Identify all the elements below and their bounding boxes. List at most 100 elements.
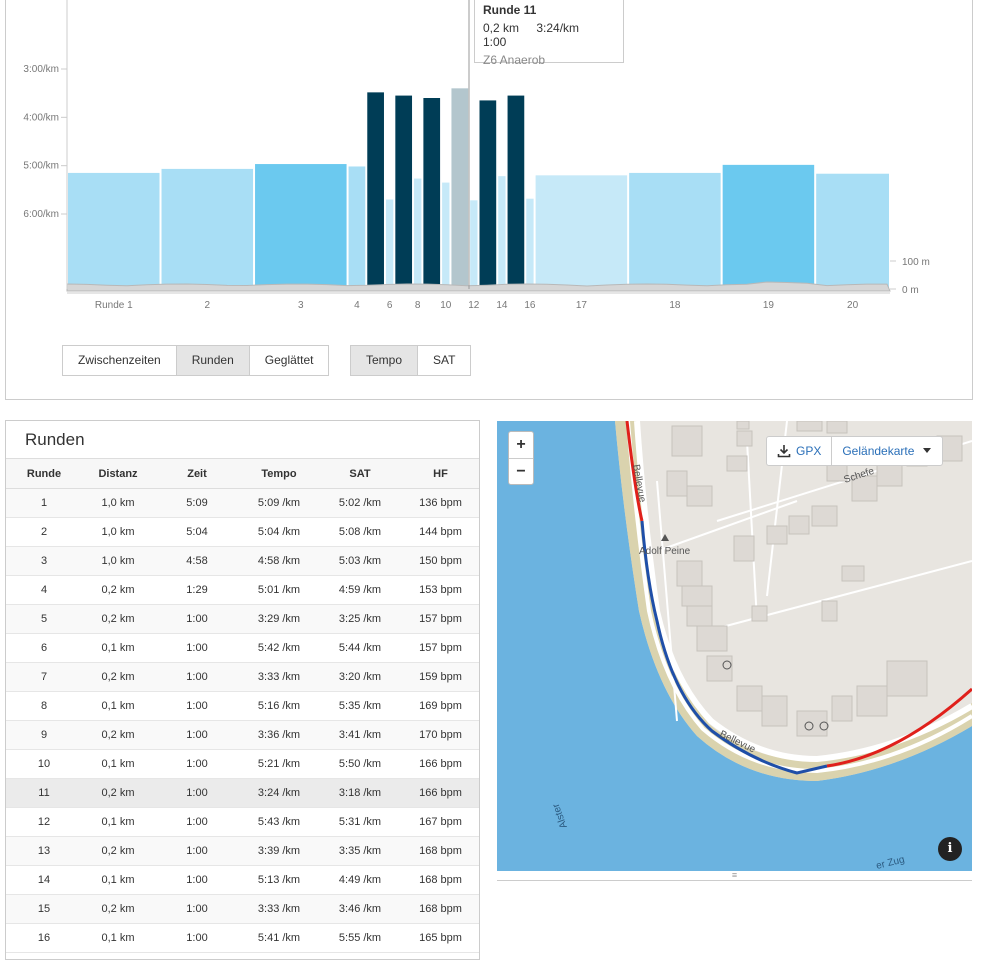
lap-bar[interactable]: [385, 199, 394, 290]
cell-pace: 5:04 /km: [240, 517, 318, 547]
zoom-out-button[interactable]: −: [509, 458, 533, 484]
cell-hr: 168 bpm: [402, 836, 479, 866]
x-tick-label: 8: [415, 300, 421, 311]
gap-button[interactable]: SAT: [417, 345, 472, 376]
cell-hr: 168 bpm: [402, 865, 479, 895]
buildings: [666, 421, 963, 737]
lap-bar[interactable]: [451, 88, 469, 289]
laps-table-row[interactable]: 10 0,1 km 1:00 5:21 /km 5:50 /km 166 bpm: [6, 749, 479, 779]
col-time[interactable]: Zeit: [154, 458, 240, 489]
x-tick-label: 17: [576, 300, 588, 311]
laps-table-row[interactable]: 6 0,1 km 1:00 5:42 /km 5:44 /km 157 bpm: [6, 633, 479, 663]
pace-chart-panel: 3:00/km 4:00/km 5:00/km 6:00/km Runde 1 2 3 4 6 8…: [5, 0, 973, 400]
cell-lap: 10: [6, 749, 82, 779]
laps-table-row[interactable]: 15 0,2 km 1:00 3:33 /km 3:46 /km 168 bpm: [6, 894, 479, 924]
lap-bar[interactable]: [367, 92, 384, 289]
cell-pace: 3:24 /km: [240, 778, 318, 808]
laps-table-row[interactable]: 2 1,0 km 5:04 5:04 /km 5:08 /km 144 bpm: [6, 517, 479, 547]
lap-bar[interactable]: [470, 200, 478, 289]
zoom-in-button[interactable]: +: [516, 436, 526, 453]
map-layer-label: Geländekarte: [842, 444, 915, 458]
lap-bar[interactable]: [395, 95, 413, 289]
cell-pace: 3:39 /km: [240, 836, 318, 866]
cell-pace: 3:29 /km: [240, 604, 318, 634]
lap-bar[interactable]: [442, 182, 450, 289]
x-tick-label: 12: [468, 300, 480, 311]
cell-distance: 0,2 km: [82, 662, 154, 692]
lap-bar[interactable]: [498, 176, 506, 289]
cell-lap: 12: [6, 807, 82, 837]
cell-time: 1:00: [154, 807, 240, 837]
lap-bar[interactable]: [526, 198, 534, 289]
cell-lap: 4: [6, 575, 82, 605]
map-layer-dropdown[interactable]: Geländekarte: [832, 437, 942, 465]
cell-time: 5:09: [154, 488, 240, 518]
view-toggle-group: Zwischenzeiten Runden Geglättet: [62, 345, 330, 376]
cell-hr: 169 bpm: [402, 691, 479, 721]
map-resize-handle[interactable]: ≡: [497, 871, 972, 881]
cell-pace: 3:33 /km: [240, 662, 318, 692]
tooltip-time: 1:00: [483, 35, 507, 49]
cell-pace: 5:13 /km: [240, 865, 318, 895]
cell-hr: 168 bpm: [402, 894, 479, 924]
laps-table-row[interactable]: 8 0,1 km 1:00 5:16 /km 5:35 /km 169 bpm: [6, 691, 479, 721]
x-tick-label: 14: [496, 300, 508, 311]
water-area: [497, 421, 972, 871]
map-canvas[interactable]: Bellevue Bellevue Schefe Adolf Peine Als…: [497, 421, 972, 871]
cell-distance: 0,1 km: [82, 865, 154, 895]
lap-bar[interactable]: [161, 168, 254, 289]
splits-button[interactable]: Zwischenzeiten: [62, 345, 177, 376]
smoothed-button[interactable]: Geglättet: [248, 345, 330, 376]
laps-table-row[interactable]: 9 0,2 km 1:00 3:36 /km 3:41 /km 170 bpm: [6, 720, 479, 750]
poi-label: Adolf Peine: [639, 546, 691, 557]
cell-lap: 9: [6, 720, 82, 750]
laps-table-row[interactable]: 16 0,1 km 1:00 5:41 /km 5:55 /km 165 bpm: [6, 923, 479, 953]
laps-table-row[interactable]: 1 1,0 km 5:09 5:09 /km 5:02 /km 136 bpm: [6, 488, 479, 518]
lap-bar[interactable]: [423, 98, 441, 289]
lap-bar[interactable]: [348, 166, 366, 289]
cell-hr: 157 bpm: [402, 633, 479, 663]
info-icon[interactable]: i: [938, 837, 962, 861]
cell-gap: 3:20 /km: [318, 662, 402, 692]
lap-bar[interactable]: [479, 100, 497, 290]
lap-bar[interactable]: [68, 172, 160, 289]
laps-table-row[interactable]: 14 0,1 km 1:00 5:13 /km 4:49 /km 168 bpm: [6, 865, 479, 895]
pace-button[interactable]: Tempo: [350, 345, 419, 376]
lap-bar[interactable]: [535, 175, 628, 289]
laps-table-row[interactable]: 12 0,1 km 1:00 5:43 /km 5:31 /km 167 bpm: [6, 807, 479, 837]
route-map[interactable]: Bellevue Bellevue Schefe Adolf Peine Als…: [497, 421, 972, 871]
cell-gap: 3:35 /km: [318, 836, 402, 866]
laps-table-row[interactable]: 11 0,2 km 1:00 3:24 /km 3:18 /km 166 bpm: [6, 778, 479, 808]
col-lap[interactable]: Runde: [6, 458, 82, 489]
col-gap[interactable]: SAT: [318, 458, 402, 489]
laps-table-row[interactable]: 13 0,2 km 1:00 3:39 /km 3:35 /km 168 bpm: [6, 836, 479, 866]
caret-down-icon: [923, 448, 932, 453]
cell-distance: 0,1 km: [82, 691, 154, 721]
laps-table-row[interactable]: 4 0,2 km 1:29 5:01 /km 4:59 /km 153 bpm: [6, 575, 479, 605]
cell-hr: 153 bpm: [402, 575, 479, 605]
cell-distance: 0,2 km: [82, 894, 154, 924]
laps-table-row[interactable]: 3 1,0 km 4:58 4:58 /km 5:03 /km 150 bpm: [6, 546, 479, 576]
cell-distance: 1,0 km: [82, 546, 154, 576]
col-pace[interactable]: Tempo: [240, 458, 318, 489]
lap-bar[interactable]: [507, 95, 525, 289]
laps-table-row[interactable]: 7 0,2 km 1:00 3:33 /km 3:20 /km 159 bpm: [6, 662, 479, 692]
gpx-download-button[interactable]: GPX: [767, 437, 833, 465]
lap-bar[interactable]: [414, 178, 422, 289]
lap-bar[interactable]: [255, 164, 347, 289]
map-toolbar: GPX Geländekarte: [766, 436, 944, 466]
laps-table-row[interactable]: 5 0,2 km 1:00 3:29 /km 3:25 /km 157 bpm: [6, 604, 479, 634]
col-hr[interactable]: HF: [402, 458, 479, 489]
pace-chart[interactable]: 3:00/km 4:00/km 5:00/km 6:00/km Runde 1 2 3 4 6 8…: [6, 0, 974, 311]
col-distance[interactable]: Distanz: [82, 458, 154, 489]
route-blue: [640, 520, 828, 775]
cell-pace: 5:42 /km: [240, 633, 318, 663]
cell-time: 1:00: [154, 633, 240, 663]
lap-bar[interactable]: [722, 164, 815, 289]
lap-bar[interactable]: [629, 172, 721, 289]
lap-bar[interactable]: [816, 173, 889, 289]
cell-gap: 4:59 /km: [318, 575, 402, 605]
laps-button[interactable]: Runden: [175, 345, 250, 376]
river-label-zug: er Zug: [875, 854, 906, 871]
x-tick-label: 18: [669, 300, 681, 311]
